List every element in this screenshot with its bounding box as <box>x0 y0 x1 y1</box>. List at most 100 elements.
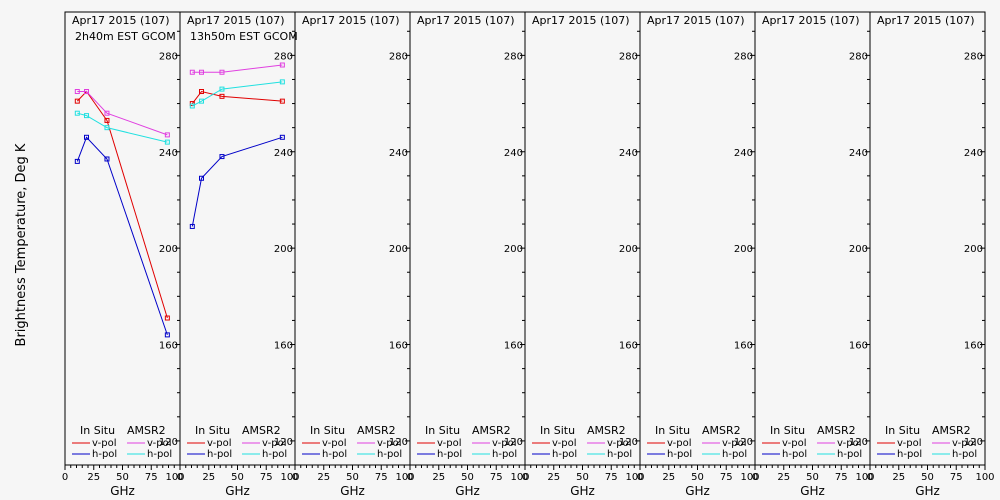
y-tick-label: 120 <box>734 437 753 448</box>
legend-header-in-situ: In Situ <box>195 424 230 437</box>
panel-frame <box>64 11 181 466</box>
x-tick-label: 25 <box>317 472 330 483</box>
legend-header-amsr2: AMSR2 <box>817 424 856 437</box>
y-tick-label: 280 <box>159 51 178 62</box>
x-tick-label: 0 <box>522 472 528 483</box>
x-tick-label: 100 <box>395 472 414 483</box>
y-tick-label: 200 <box>159 244 178 255</box>
data-point <box>279 98 285 104</box>
legend-label: h-pol <box>322 449 347 460</box>
x-tick-label: 0 <box>407 472 413 483</box>
y-tick-label: 240 <box>734 148 753 159</box>
legend-header-in-situ: In Situ <box>80 424 115 437</box>
x-tick-label: 0 <box>867 472 873 483</box>
legend-label: v-pol <box>897 438 922 449</box>
legend-label: h-pol <box>607 449 632 460</box>
y-tick-label: 280 <box>504 51 523 62</box>
x-tick-label: 75 <box>950 472 963 483</box>
x-tick-label: 50 <box>691 472 704 483</box>
y-tick-label: 160 <box>274 341 293 352</box>
y-tick-label: 280 <box>849 51 868 62</box>
x-tick-label: 25 <box>87 472 100 483</box>
data-point <box>189 103 195 109</box>
legend-label: h-pol <box>897 449 922 460</box>
legend-label: h-pol <box>147 449 172 460</box>
y-tick-label: 120 <box>389 437 408 448</box>
legend-header-amsr2: AMSR2 <box>472 424 511 437</box>
data-point <box>219 69 225 75</box>
legend-label: h-pol <box>952 449 977 460</box>
legend-label: h-pol <box>782 449 807 460</box>
x-tick-label: 50 <box>231 472 244 483</box>
x-tick-label: 75 <box>720 472 733 483</box>
legend-label: v-pol <box>377 438 402 449</box>
legend-label: h-pol <box>262 449 287 460</box>
panel-title: Apr17 2015 (107) <box>877 14 975 27</box>
x-tick-label: 75 <box>375 472 388 483</box>
x-axis-label: GHz <box>340 484 365 498</box>
legend-label: v-pol <box>262 438 287 449</box>
y-tick-label: 280 <box>619 51 638 62</box>
data-point <box>279 134 285 140</box>
data-point <box>104 156 110 162</box>
legend-header-amsr2: AMSR2 <box>127 424 166 437</box>
x-tick-label: 0 <box>752 472 758 483</box>
legend-label: v-pol <box>322 438 347 449</box>
y-tick-label: 240 <box>504 148 523 159</box>
y-tick-label: 200 <box>619 244 638 255</box>
data-point <box>164 132 170 138</box>
data-point <box>199 89 205 95</box>
legend-label: h-pol <box>552 449 577 460</box>
x-axis-label: GHz <box>915 484 940 498</box>
x-tick-label: 25 <box>777 472 790 483</box>
y-tick-label: 160 <box>964 341 983 352</box>
legend-label: h-pol <box>437 449 462 460</box>
legend-label: h-pol <box>492 449 517 460</box>
x-tick-label: 100 <box>280 472 299 483</box>
x-tick-label: 50 <box>921 472 934 483</box>
data-point <box>104 117 110 123</box>
panel-title: Apr17 2015 (107) <box>647 14 745 27</box>
x-tick-label: 100 <box>510 472 529 483</box>
panel-title: Apr17 2015 (107) <box>302 14 400 27</box>
y-tick-label: 240 <box>159 148 178 159</box>
legend-header-in-situ: In Situ <box>310 424 345 437</box>
x-tick-label: 75 <box>835 472 848 483</box>
panel-title: Apr17 2015 (107) <box>187 14 285 27</box>
x-tick-label: 50 <box>806 472 819 483</box>
data-point <box>84 113 90 119</box>
data-point <box>199 98 205 104</box>
x-tick-label: 100 <box>740 472 759 483</box>
panel-subtitle: 2h40m EST GCOM <box>75 30 176 43</box>
x-axis-label: GHz <box>800 484 825 498</box>
x-tick-label: 75 <box>605 472 618 483</box>
y-tick-label: 280 <box>389 51 408 62</box>
legend-header-in-situ: In Situ <box>770 424 805 437</box>
data-point <box>189 69 195 75</box>
y-tick-label: 200 <box>964 244 983 255</box>
x-tick-label: 75 <box>260 472 273 483</box>
data-point <box>219 86 225 92</box>
panel-title: Apr17 2015 (107) <box>532 14 630 27</box>
x-axis-label: GHz <box>225 484 250 498</box>
y-tick-label: 160 <box>389 341 408 352</box>
y-tick-label: 200 <box>734 244 753 255</box>
x-tick-label: 50 <box>461 472 474 483</box>
data-point <box>104 125 110 131</box>
data-point <box>189 223 195 229</box>
data-point <box>84 89 90 95</box>
data-point <box>219 93 225 99</box>
panel-title: Apr17 2015 (107) <box>762 14 860 27</box>
y-tick-label: 120 <box>964 437 983 448</box>
data-point <box>279 79 285 85</box>
x-tick-label: 0 <box>637 472 643 483</box>
y-tick-label: 160 <box>504 341 523 352</box>
legend-header-in-situ: In Situ <box>425 424 460 437</box>
panel-frame <box>294 11 411 466</box>
legend-header-amsr2: AMSR2 <box>702 424 741 437</box>
x-axis-label: GHz <box>110 484 135 498</box>
series-line <box>191 136 283 227</box>
y-tick-label: 120 <box>274 437 293 448</box>
x-tick-label: 0 <box>177 472 183 483</box>
